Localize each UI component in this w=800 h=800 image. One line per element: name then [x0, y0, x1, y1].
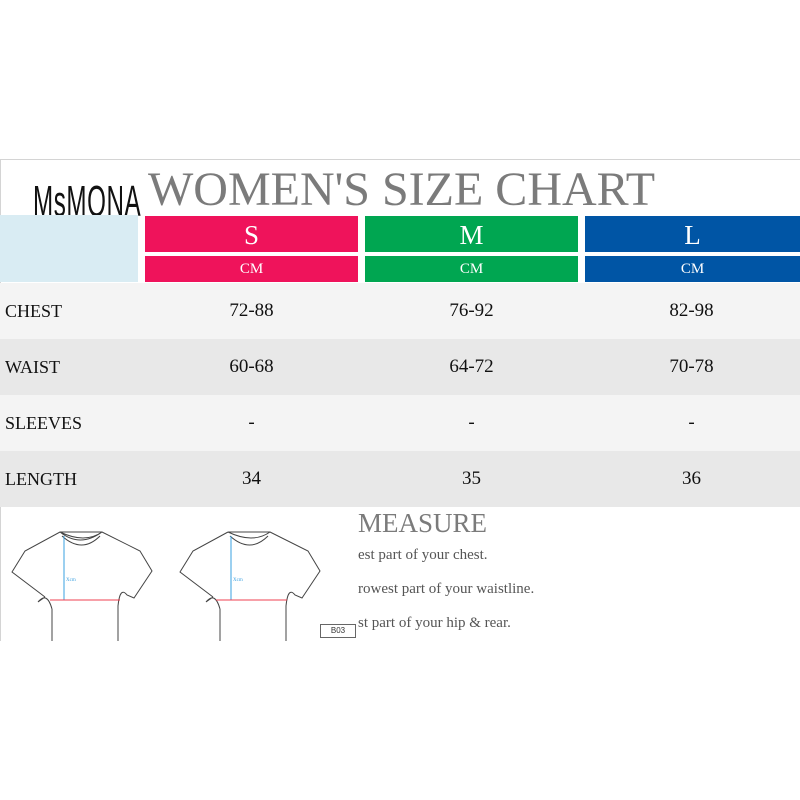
table-row: WAIST 60-68 64-72 70-78 [0, 339, 800, 395]
row-label: CHEST [5, 301, 63, 321]
unit-l: CM [585, 256, 800, 282]
measure-tip-waist: rowest part of your waistline. [358, 581, 535, 597]
size-l-header: L [585, 216, 800, 252]
table-row: SLEEVES - - - [0, 395, 800, 451]
measure-heading: MEASURE [358, 508, 488, 538]
table-cell: 35 [462, 468, 481, 489]
tshirt-diagrams: Xcm Xcm [11, 531, 321, 641]
diagram-label: Xcm [66, 578, 76, 583]
table-cell: 34 [242, 468, 261, 489]
tshirt-diagram-2 [179, 531, 321, 641]
table-row: LENGTH 34 35 36 [0, 451, 800, 507]
table-cell: 70-78 [669, 356, 714, 377]
table-cell: 82-98 [669, 300, 714, 321]
tshirt-diagram-1 [11, 531, 153, 641]
table-cell: - [688, 412, 695, 433]
unit-m: CM [365, 256, 578, 282]
measure-tip-hip: st part of your hip & rear. [358, 615, 511, 631]
table-cell: 76-92 [449, 300, 494, 321]
size-s-header: S [145, 216, 358, 252]
table-cell: 64-72 [449, 356, 494, 377]
unit-s: CM [145, 256, 358, 282]
table-cell: 72-88 [229, 300, 274, 321]
page-title: WOMEN'S SIZE CHART [148, 163, 656, 216]
table-cell: 36 [682, 468, 701, 489]
row-label: SLEEVES [5, 413, 83, 433]
row-label: LENGTH [5, 469, 77, 489]
diagram-label: Xcm [233, 578, 243, 583]
header-blank-cell [0, 215, 138, 282]
measure-tip-chest: est part of your chest. [358, 547, 488, 563]
row-label: WAIST [5, 357, 60, 377]
table-cell: - [468, 412, 475, 433]
size-m-header: M [365, 216, 578, 252]
table-row: CHEST 72-88 76-92 82-98 [0, 283, 800, 339]
table-cell: - [248, 412, 255, 433]
product-code: B03 [320, 624, 356, 638]
table-cell: 60-68 [229, 356, 274, 377]
